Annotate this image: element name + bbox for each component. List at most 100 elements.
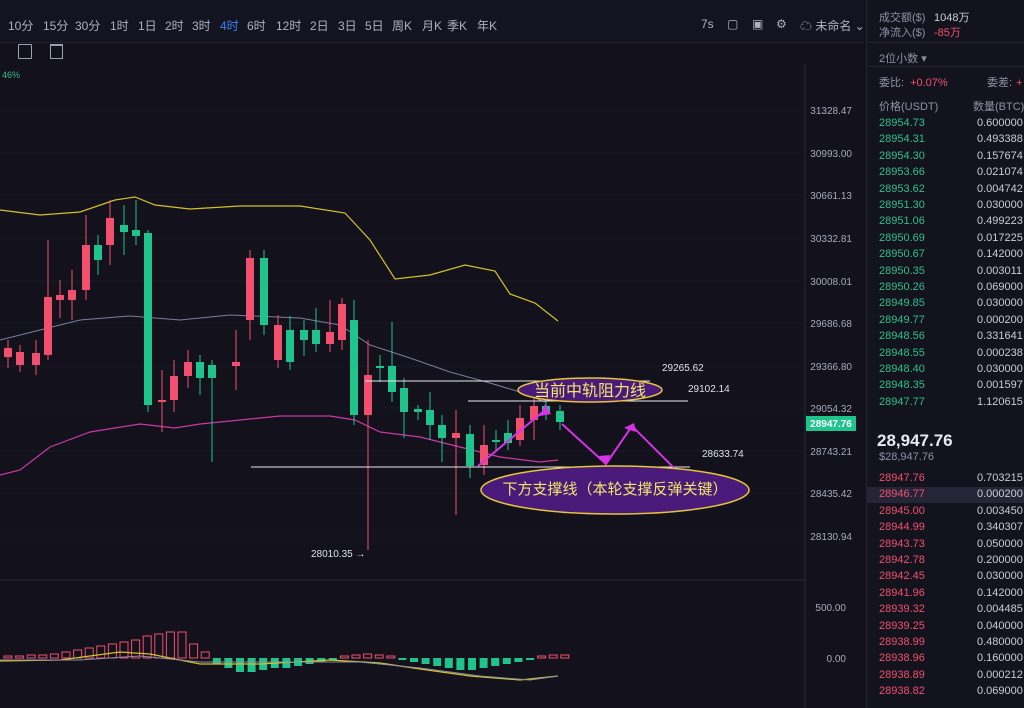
candle-body bbox=[246, 258, 254, 320]
timeframe-11[interactable]: 3日 bbox=[338, 19, 357, 33]
layout-select[interactable]: ☁ 未命名 ⌄ bbox=[800, 19, 865, 33]
macd-bar bbox=[224, 658, 233, 668]
ask-qty: 0.600000 bbox=[977, 117, 1023, 129]
ask-row[interactable]: 28948.55 0.000238 bbox=[867, 346, 1024, 362]
bid-row[interactable]: 28946.77 0.000200 bbox=[867, 487, 1024, 504]
ask-row[interactable]: 28948.56 0.331641 bbox=[867, 329, 1024, 345]
bid-row[interactable]: 28938.82 0.069000 bbox=[867, 684, 1024, 700]
ask-row[interactable]: 28949.77 0.000200 bbox=[867, 313, 1024, 329]
macd-bar bbox=[339, 655, 349, 659]
bid-row[interactable]: 28944.99 0.340307 bbox=[867, 520, 1024, 536]
ask-row[interactable]: 28951.30 0.030000 bbox=[867, 198, 1024, 214]
candle-body bbox=[300, 330, 308, 340]
bid-row[interactable]: 28938.96 0.160000 bbox=[867, 651, 1024, 667]
ask-row[interactable]: 28954.30 0.157674 bbox=[867, 149, 1024, 165]
bid-row[interactable]: 28941.96 0.142000 bbox=[867, 586, 1024, 602]
candle-body bbox=[32, 353, 40, 365]
ask-row[interactable]: 28954.31 0.493388 bbox=[867, 132, 1024, 148]
bid-row[interactable]: 28939.25 0.040000 bbox=[867, 619, 1024, 635]
timeframe-5[interactable]: 2时 bbox=[165, 19, 184, 33]
timeframe-4[interactable]: 1日 bbox=[138, 19, 157, 33]
macd-bar bbox=[15, 655, 25, 659]
candle-body bbox=[492, 440, 500, 442]
timeframe-13[interactable]: 周K bbox=[392, 19, 413, 33]
timeframe-3[interactable]: 1时 bbox=[110, 19, 129, 33]
arrow-head-2 bbox=[598, 455, 610, 466]
candle-body bbox=[400, 388, 408, 412]
timeframe-16[interactable]: 年K bbox=[477, 19, 498, 33]
ask-row[interactable]: 28950.69 0.017225 bbox=[867, 231, 1024, 247]
screenshot-icon[interactable]: ▣ bbox=[752, 17, 764, 31]
candle-body bbox=[4, 348, 12, 357]
ask-row[interactable]: 28951.06 0.499223 bbox=[867, 214, 1024, 230]
ask-row[interactable]: 28954.73 0.600000 bbox=[867, 116, 1024, 132]
candle-body bbox=[232, 362, 240, 366]
arrow-up-1 bbox=[477, 409, 546, 467]
ask-row[interactable]: 28950.67 0.142000 bbox=[867, 247, 1024, 263]
timeframe-1[interactable]: 15分 bbox=[43, 19, 69, 33]
ask-row[interactable]: 28949.85 0.030000 bbox=[867, 296, 1024, 312]
ask-row[interactable]: 28950.26 0.069000 bbox=[867, 280, 1024, 296]
delete-icon[interactable] bbox=[50, 44, 63, 59]
bid-price: 28945.00 bbox=[879, 504, 925, 517]
ask-price: 28954.31 bbox=[879, 133, 925, 146]
macd-bar bbox=[165, 631, 175, 659]
fullscreen-icon[interactable]: ▢ bbox=[727, 17, 739, 31]
macd-bar bbox=[236, 658, 244, 672]
refresh-interval[interactable]: 7s bbox=[701, 17, 714, 31]
timeframe-8[interactable]: 6时 bbox=[247, 19, 266, 33]
macd-bar bbox=[479, 658, 488, 668]
bid-price: 28946.77 bbox=[879, 488, 925, 501]
bid-row[interactable]: 28942.78 0.200000 bbox=[867, 553, 1024, 569]
macd-bar bbox=[386, 655, 396, 659]
bid-qty: 0.480000 bbox=[977, 636, 1023, 648]
support-ellipse bbox=[480, 465, 750, 515]
bid-row[interactable]: 28942.45 0.030000 bbox=[867, 569, 1024, 585]
ask-price: 28954.73 bbox=[879, 117, 925, 129]
indicator-tool-icon[interactable] bbox=[18, 44, 32, 59]
macd-bar bbox=[421, 658, 430, 664]
bid-row[interactable]: 28943.73 0.050000 bbox=[867, 537, 1024, 553]
candle-body bbox=[438, 425, 446, 438]
settings-icon[interactable]: ⚙ bbox=[776, 17, 787, 31]
bid-price: 28939.32 bbox=[879, 603, 925, 616]
timeframe-7[interactable]: 4时 bbox=[220, 19, 239, 33]
timeframe-12[interactable]: 5日 bbox=[365, 19, 384, 33]
ask-row[interactable]: 28948.40 0.030000 bbox=[867, 362, 1024, 378]
timeframe-10[interactable]: 2日 bbox=[310, 19, 329, 33]
candlestick-chart[interactable]: 31328.47 30993.00 30661.13 30332.81 30008.01… bbox=[0, 64, 864, 708]
macd-bar bbox=[96, 645, 106, 659]
timeframe-6[interactable]: 3时 bbox=[192, 19, 211, 33]
current-price-tag: 28947.76 bbox=[810, 419, 852, 430]
timeframe-9[interactable]: 12时 bbox=[276, 19, 302, 33]
macd-bar bbox=[107, 643, 117, 659]
bid-row[interactable]: 28945.00 0.003450 bbox=[867, 504, 1024, 520]
bid-row[interactable]: 28947.76 0.703215 bbox=[867, 471, 1024, 487]
timeframe-14[interactable]: 月K bbox=[422, 19, 443, 33]
macd-bar bbox=[61, 651, 71, 659]
boll-upper bbox=[0, 196, 559, 322]
ask-row[interactable]: 28950.35 0.003011 bbox=[867, 264, 1024, 280]
bid-row[interactable]: 28938.99 0.480000 bbox=[867, 635, 1024, 651]
ask-qty: 0.004742 bbox=[977, 182, 1023, 195]
candle-body bbox=[414, 409, 422, 412]
timeframe-0[interactable]: 10分 bbox=[8, 19, 34, 33]
ask-row[interactable]: 28953.66 0.021074 bbox=[867, 165, 1024, 181]
timeframe-15[interactable]: 季K bbox=[447, 19, 468, 33]
candle-body bbox=[16, 352, 24, 365]
ask-price: 28951.30 bbox=[879, 199, 925, 211]
bid-row[interactable]: 28939.32 0.004485 bbox=[867, 602, 1024, 618]
ask-qty: 0.030000 bbox=[977, 297, 1023, 310]
macd-bar bbox=[177, 631, 187, 659]
decimal-select[interactable]: 2位小数 ▾ bbox=[879, 53, 927, 65]
ask-price: 28948.40 bbox=[879, 363, 925, 375]
ask-qty: 0.142000 bbox=[977, 248, 1023, 261]
ask-row[interactable]: 28947.77 1.120615 bbox=[867, 395, 1024, 411]
ask-row[interactable]: 28953.62 0.004742 bbox=[867, 182, 1024, 198]
bid-qty: 0.003450 bbox=[977, 504, 1023, 517]
bid-row[interactable]: 28938.89 0.000212 bbox=[867, 668, 1024, 684]
bid-qty: 0.000212 bbox=[977, 668, 1023, 681]
ask-qty: 0.001597 bbox=[977, 379, 1023, 392]
ask-row[interactable]: 28948.35 0.001597 bbox=[867, 378, 1024, 394]
timeframe-2[interactable]: 30分 bbox=[75, 19, 101, 33]
